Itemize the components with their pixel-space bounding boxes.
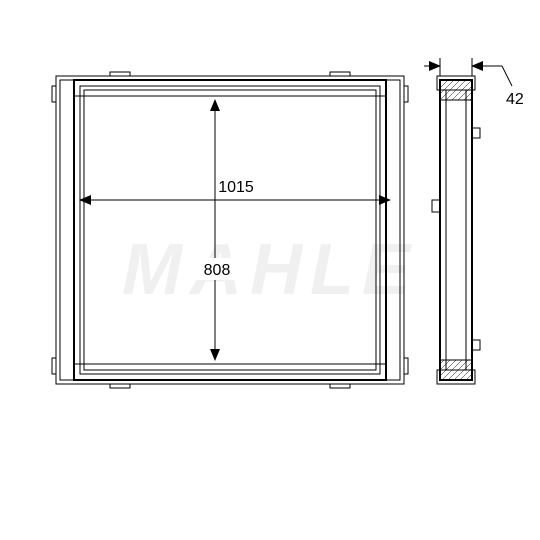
dim-thickness-label: 42 bbox=[506, 91, 524, 108]
drawing-canvas: MAHLE bbox=[0, 0, 540, 540]
dim-width: 1015 bbox=[80, 176, 390, 200]
dim-width-label: 1015 bbox=[218, 179, 254, 196]
dim-height: 808 bbox=[196, 100, 238, 360]
dim-height-label: 808 bbox=[204, 262, 231, 279]
front-view bbox=[52, 72, 408, 388]
side-view bbox=[432, 76, 480, 384]
drawing-svg: 1015 808 bbox=[0, 0, 540, 540]
dim-thickness: 42 bbox=[424, 58, 524, 108]
